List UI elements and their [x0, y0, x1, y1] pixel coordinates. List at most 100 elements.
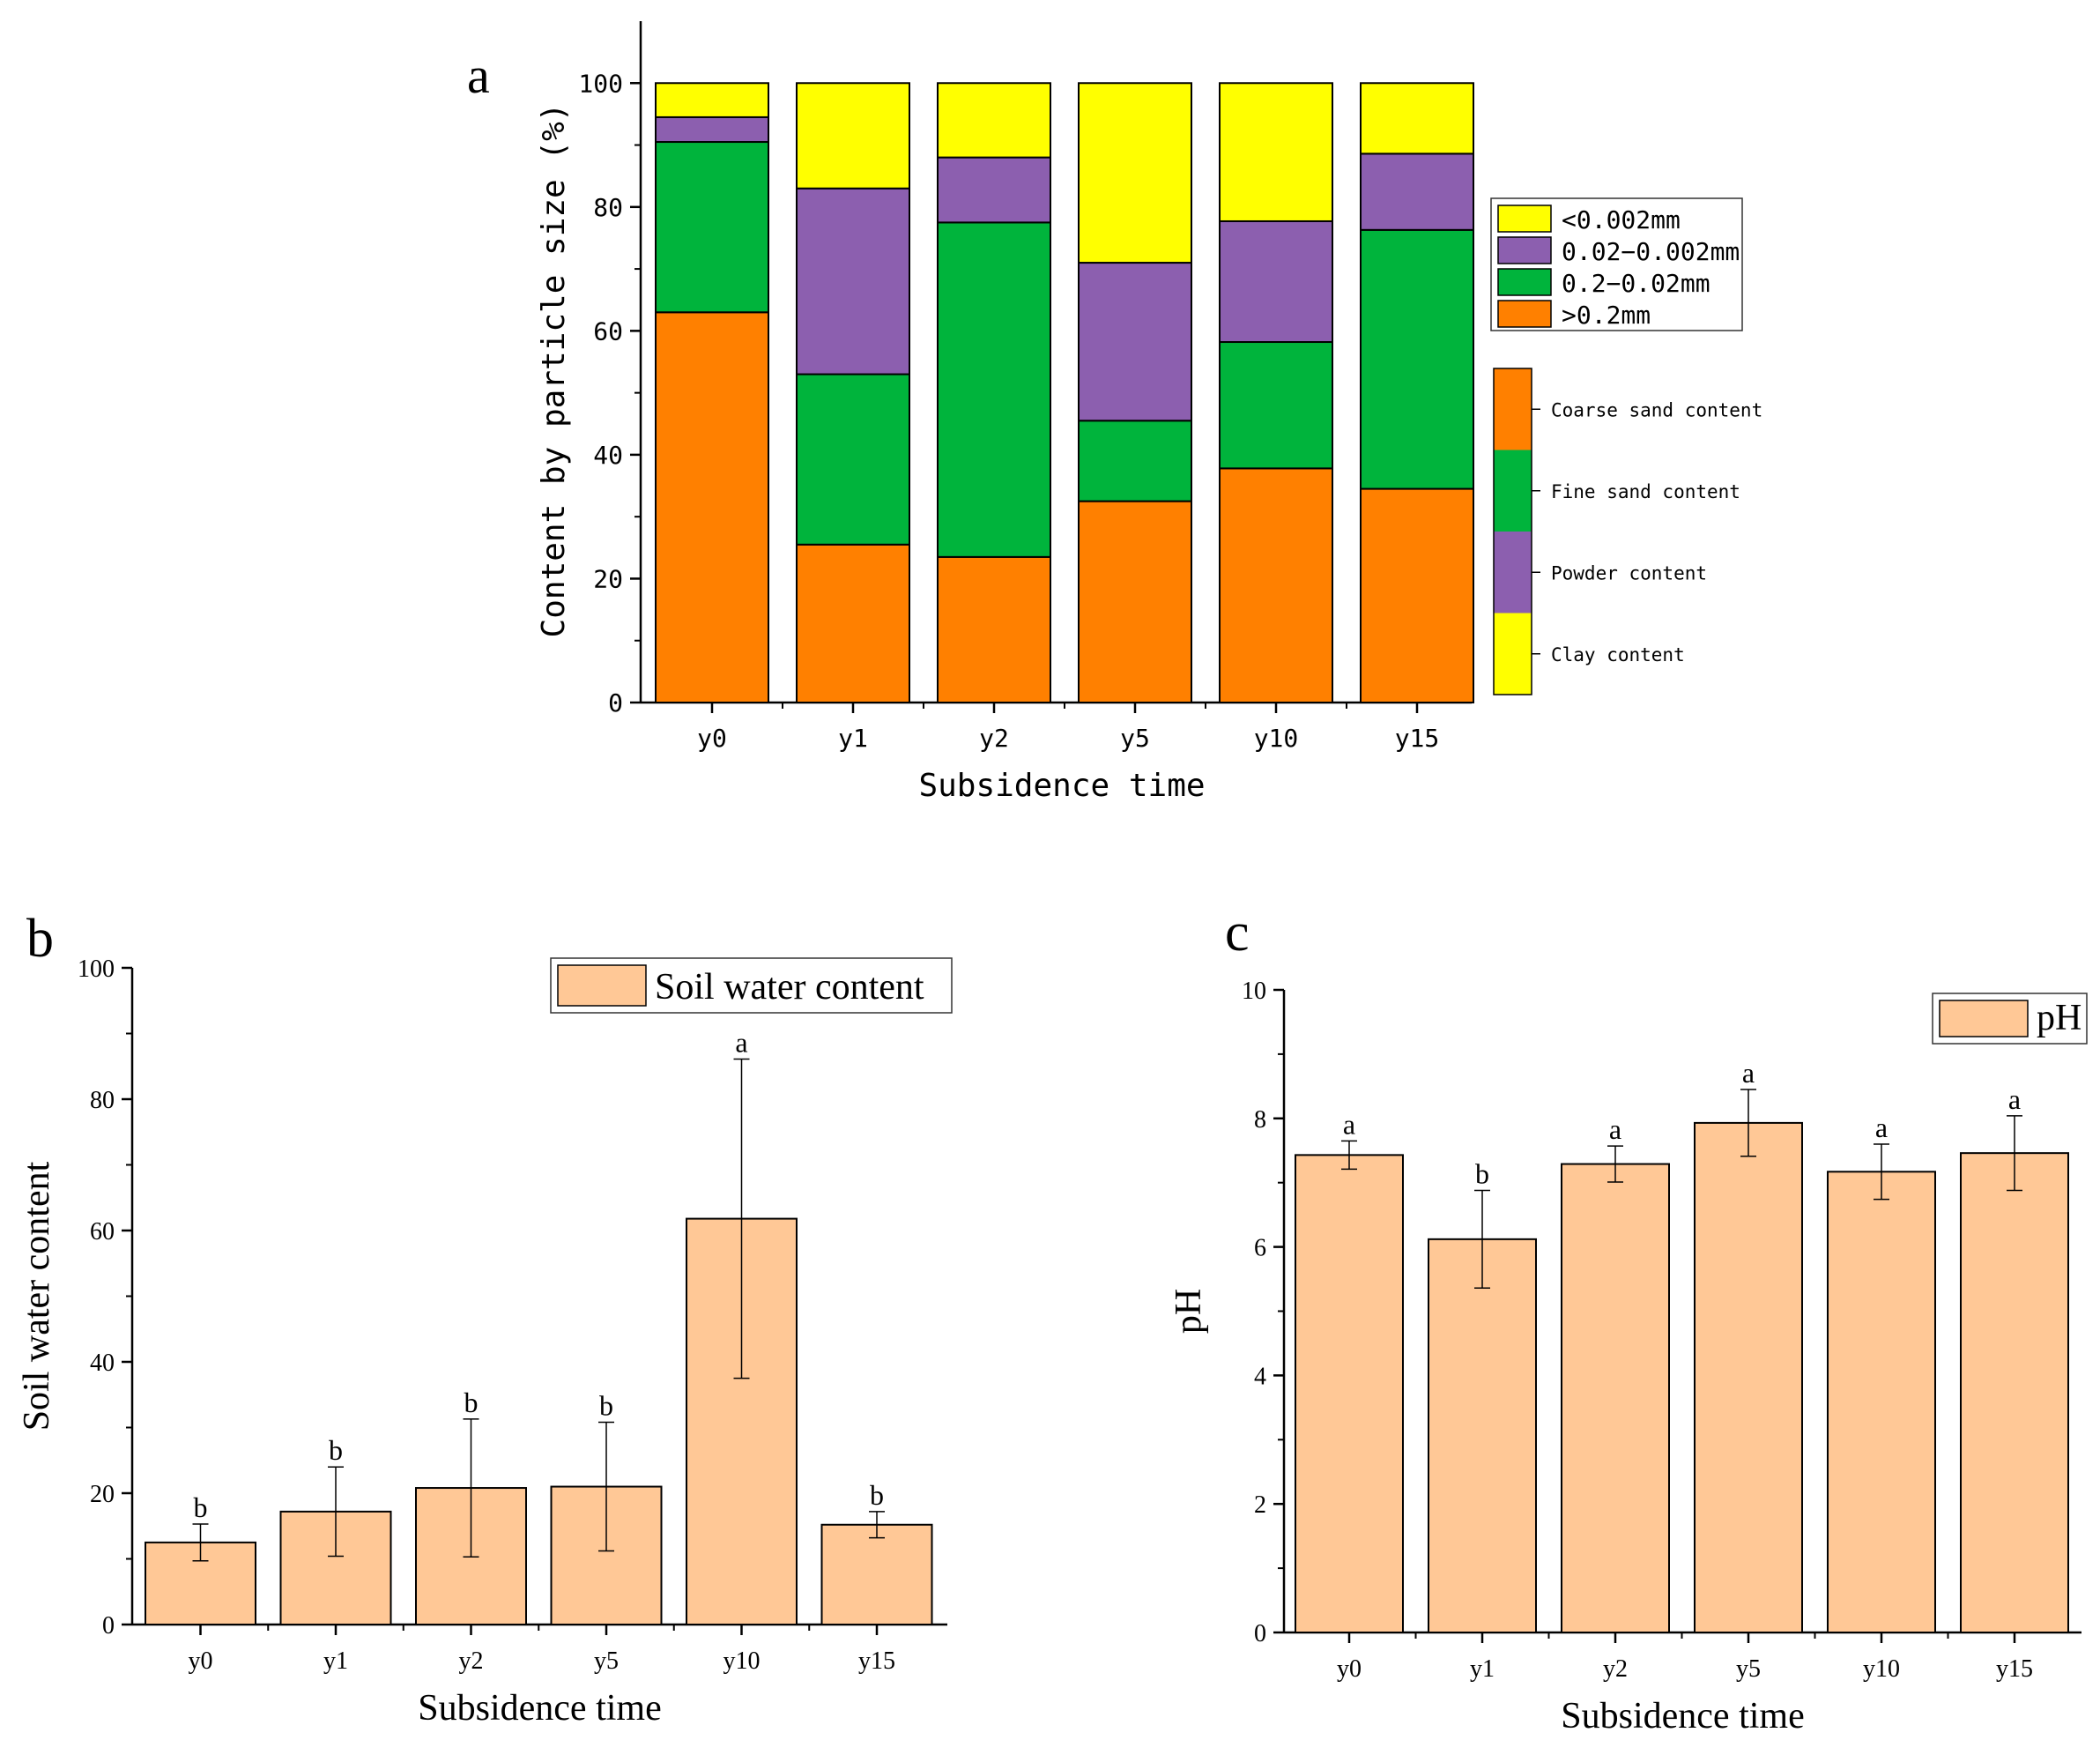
legend-label: pH — [2037, 998, 2081, 1038]
y-tick-label: 100 — [78, 956, 115, 983]
bar-y5-powder — [1078, 262, 1192, 422]
x-tick-label-y1: y1 — [1470, 1655, 1495, 1683]
colorbar-frame — [1493, 368, 1532, 695]
x-tick-label-y1: y1 — [838, 724, 868, 753]
bar-y10-fine — [1219, 341, 1333, 470]
x-tick-label-y5: y5 — [1120, 724, 1150, 753]
x-tick-label-y2: y2 — [1603, 1655, 1628, 1683]
colorbar-segment-fine — [1494, 450, 1532, 532]
x-axis-label: Subsidence time — [418, 1688, 661, 1729]
legend-swatch — [557, 964, 647, 1007]
y-tick-label: 80 — [90, 1087, 115, 1114]
x-tick-label-y5: y5 — [1736, 1655, 1761, 1683]
colorbar-segment-powder — [1494, 532, 1532, 613]
y-tick-label: 0 — [608, 688, 623, 718]
bar-y2-clay — [937, 82, 1051, 159]
significance-letter-y1: b — [1475, 1157, 1489, 1189]
x-tick-label-y10: y10 — [1863, 1655, 1900, 1683]
y-axis-label: pH — [1169, 1289, 1209, 1334]
x-tick-label-y10: y10 — [1254, 724, 1299, 753]
y-tick-label: 80 — [593, 193, 623, 222]
bar-y15-coarse — [1360, 487, 1474, 703]
bar-y15-powder — [1360, 152, 1474, 231]
legend-swatch-coarse — [1497, 300, 1552, 328]
x-tick-label-y15: y15 — [858, 1647, 895, 1675]
significance-letter-y15: a — [2008, 1083, 2021, 1115]
x-tick-label-y10: y10 — [723, 1647, 761, 1675]
bar-y1-coarse — [796, 543, 910, 704]
bar-y15 — [820, 1523, 933, 1626]
significance-letter-y1: b — [329, 1434, 343, 1466]
panel-a: 0 20 40 60 80 100 y0 y1 y2 y5 y10 y15 a Subsidence ti… — [467, 21, 1762, 804]
bar-y15 — [1960, 1152, 2069, 1633]
bar-y2-fine — [937, 221, 1051, 558]
y-tick-label: 4 — [1254, 1363, 1266, 1390]
bar-y1 — [1428, 1238, 1537, 1634]
significance-letter-y2: b — [464, 1387, 479, 1418]
bar-y1-fine — [796, 373, 910, 546]
legend-swatch-powder — [1497, 236, 1552, 264]
x-tick-label-y15: y15 — [1996, 1655, 2033, 1683]
colorbar-label-0: Coarse sand content — [1551, 399, 1762, 420]
bar-y10-coarse — [1219, 467, 1333, 703]
bar-y2 — [1561, 1163, 1670, 1633]
y-tick-label: 10 — [1242, 978, 1266, 1005]
bar-y2-coarse — [937, 555, 1051, 703]
y-tick-label: 6 — [1254, 1235, 1266, 1262]
y-tick-label: 100 — [578, 69, 623, 98]
x-tick-label-y0: y0 — [1337, 1655, 1362, 1683]
bar-y0-fine — [655, 141, 769, 314]
x-tick-label-y15: y15 — [1395, 724, 1440, 753]
colorbar-label-1: Fine sand content — [1551, 481, 1740, 502]
legend-label-coarse: >0.2mm — [1562, 301, 1651, 330]
colorbar-segment-clay — [1494, 613, 1532, 695]
panel-label-c: c — [1225, 903, 1250, 963]
bar-y2-powder — [937, 156, 1051, 224]
y-tick-label: 60 — [90, 1218, 115, 1246]
significance-letter-y10: a — [735, 1027, 747, 1059]
y-axis-label: Soil water content — [17, 1161, 57, 1431]
panel-label-b: b — [26, 909, 54, 969]
significance-letter-y0: a — [1343, 1108, 1355, 1140]
x-tick-label-y5: y5 — [594, 1647, 619, 1675]
bar-y0-clay — [655, 82, 769, 118]
bar-y5 — [1694, 1121, 1803, 1633]
x-tick-label-y2: y2 — [979, 724, 1009, 753]
panel-b: 0 20 40 60 80 100 y0 y1 y2 y5 y10 y15 b b b b b a b Subside… — [17, 909, 953, 1729]
bar-y5-clay — [1078, 82, 1192, 264]
colorbar-segment-coarse — [1494, 368, 1532, 450]
significance-letter-y10: a — [1875, 1112, 1888, 1143]
legend-label-powder: 0.02−0.002mm — [1562, 237, 1740, 266]
y-tick-label: 2 — [1254, 1491, 1266, 1519]
legend-swatch-clay — [1497, 204, 1552, 233]
legend-label: Soil water content — [655, 967, 924, 1008]
bar-y1-clay — [796, 82, 910, 190]
panel-label-a: a — [467, 47, 490, 104]
y-tick-label: 40 — [90, 1350, 115, 1377]
y-tick-label: 40 — [593, 441, 623, 470]
x-axis-label: Subsidence time — [918, 768, 1205, 804]
significance-letter-y0: b — [194, 1491, 208, 1523]
bar-y0-powder — [655, 115, 769, 144]
x-tick-label-y1: y1 — [323, 1647, 348, 1675]
x-tick-label-y2: y2 — [459, 1647, 484, 1675]
legend-label-fine: 0.2−0.02mm — [1562, 269, 1710, 298]
legend-label-clay: <0.002mm — [1562, 205, 1681, 234]
legend-swatch-fine — [1497, 268, 1552, 296]
bar-y10-powder — [1219, 219, 1333, 344]
y-tick-label: 0 — [1254, 1620, 1266, 1647]
significance-letter-y2: a — [1609, 1113, 1621, 1145]
colorbar-label-2: Powder content — [1551, 562, 1707, 584]
significance-letter-y15: b — [870, 1479, 884, 1511]
bar-y5-fine — [1078, 420, 1192, 502]
significance-letter-y5: a — [1742, 1057, 1755, 1089]
x-tick-label-y0: y0 — [189, 1647, 213, 1675]
y-tick-label: 20 — [90, 1481, 115, 1508]
bar-y0-coarse — [655, 311, 769, 703]
y-axis-label: Content by particle size (%) — [536, 103, 572, 638]
y-tick-label: 60 — [593, 316, 623, 346]
x-tick-label-y0: y0 — [697, 724, 727, 753]
y-tick-label: 0 — [102, 1612, 115, 1640]
bar-y10 — [1827, 1171, 1936, 1633]
